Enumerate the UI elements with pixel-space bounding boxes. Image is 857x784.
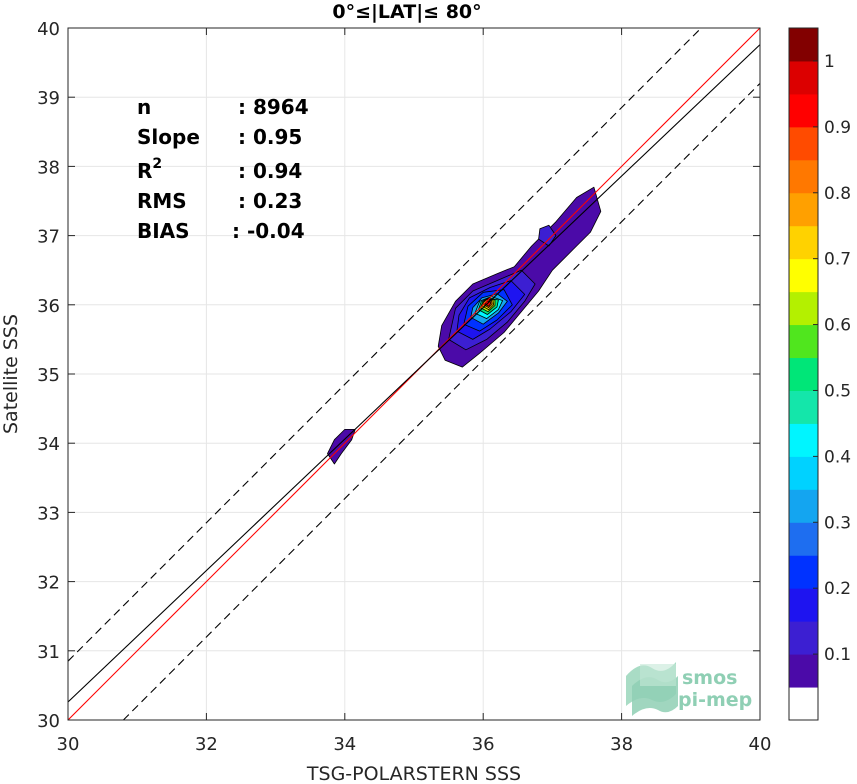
colorbar-frame [788,27,819,721]
colorbar-band-14 [789,225,818,260]
colorbar-band-16 [789,159,818,194]
density-contours [327,186,602,465]
y-tick-label-9: 39 [37,88,60,109]
x-tick-label-0: 30 [57,734,80,755]
waves-icon [626,662,678,716]
x-tick-label-5: 40 [749,734,772,755]
upper-bound-line [68,28,702,662]
chart-title: 0°≤|LAT|≤ 80° [332,1,481,23]
logo-line1: smos [682,667,737,689]
lower-bound-line [122,82,760,720]
colorbar-band-1 [789,654,818,688]
y-tick-label-4: 34 [37,434,60,455]
colorbar-tick-label-1: 0.2 [824,579,851,599]
reference-lines [68,28,760,720]
y-tick-label-7: 37 [37,227,60,248]
stat-slope-label: Slope [137,125,200,149]
x-ticks: 30 32 34 36 38 40 [57,28,772,755]
grid [67,27,761,721]
x-tick-label-2: 34 [333,734,356,755]
density-contour-4 [538,224,557,247]
colorbar-band-12 [789,291,818,326]
y-ticks: 30 31 32 33 34 35 36 37 38 39 40 [37,19,760,732]
colorbar-ticks: 0.1 0.2 0.3 0.4 0.5 0.6 0.7 0.8 0.9 1 [813,52,851,665]
colorbar-band-15 [789,192,818,227]
colorbar-band-7 [789,456,818,490]
stat-r2-value: : 0.94 [238,159,302,183]
stat-bias-label: BIAS [137,219,190,243]
y-tick-label-2: 32 [37,573,60,594]
colorbar-band-6 [789,489,818,523]
stat-n-label: n [137,95,151,119]
colorbar-band-19 [789,60,818,95]
x-axis-label: TSG-POLARSTERN SSS [306,763,521,784]
colorbar-band-5 [789,522,818,556]
colorbar-band-9 [789,390,818,424]
colorbar-tick-label-8: 0.9 [824,118,851,138]
y-tick-label-1: 31 [37,642,60,663]
colorbar-tick-label-3: 0.4 [824,447,851,467]
colorbar-band-17 [789,126,818,161]
colorbar-band-4 [789,555,818,589]
y-tick-label-10: 40 [37,19,60,40]
stat-rms-value: : 0.23 [238,189,302,213]
colorbar-band-10 [789,357,818,391]
smos-pimep-logo: smos pi-mep [626,662,752,716]
x-tick-label-1: 32 [195,734,218,755]
y-tick-label-6: 36 [37,296,60,317]
stat-r2-label: R2 [137,156,162,183]
colorbar-tick-label-6: 0.7 [824,250,851,270]
stat-n-value: : 8964 [238,95,309,119]
y-axis-label: Satellite SSS [0,314,22,434]
colorbar [789,28,818,721]
y-tick-label-8: 38 [37,157,60,178]
logo-line2: pi-mep [678,689,752,711]
x-tick-label-4: 38 [610,734,633,755]
colorbar-band-20 [789,28,818,62]
colorbar-band-8 [789,423,818,457]
x-tick-label-3: 36 [472,734,495,755]
colorbar-tick-label-0: 0.1 [824,645,851,665]
y-tick-label-0: 30 [37,711,60,732]
colorbar-band-13 [789,258,818,293]
colorbar-band-2 [789,621,818,655]
colorbar-tick-label-2: 0.3 [824,513,851,533]
stat-bias-value: : -0.04 [232,219,305,243]
stat-slope-value: : 0.95 [238,125,302,149]
colorbar-band-11 [789,324,818,359]
colorbar-tick-label-9: 1 [824,52,835,72]
colorbar-tick-label-5: 0.6 [824,316,851,336]
y-tick-label-5: 35 [37,365,60,386]
colorbar-tick-label-4: 0.5 [824,381,851,401]
stat-r2-base: R [137,159,152,183]
stats-panel: n : 8964 Slope : 0.95 R2 : 0.94 RMS : 0.… [137,95,309,243]
colorbar-band-3 [789,588,818,622]
stat-rms-label: RMS [137,189,187,213]
y-tick-label-3: 33 [37,503,60,524]
stat-r2-sup: 2 [152,156,162,172]
colorbar-band-18 [789,93,818,128]
regression-line [68,44,760,703]
colorbar-band-0 [789,687,818,721]
colorbar-tick-label-7: 0.8 [824,184,851,204]
